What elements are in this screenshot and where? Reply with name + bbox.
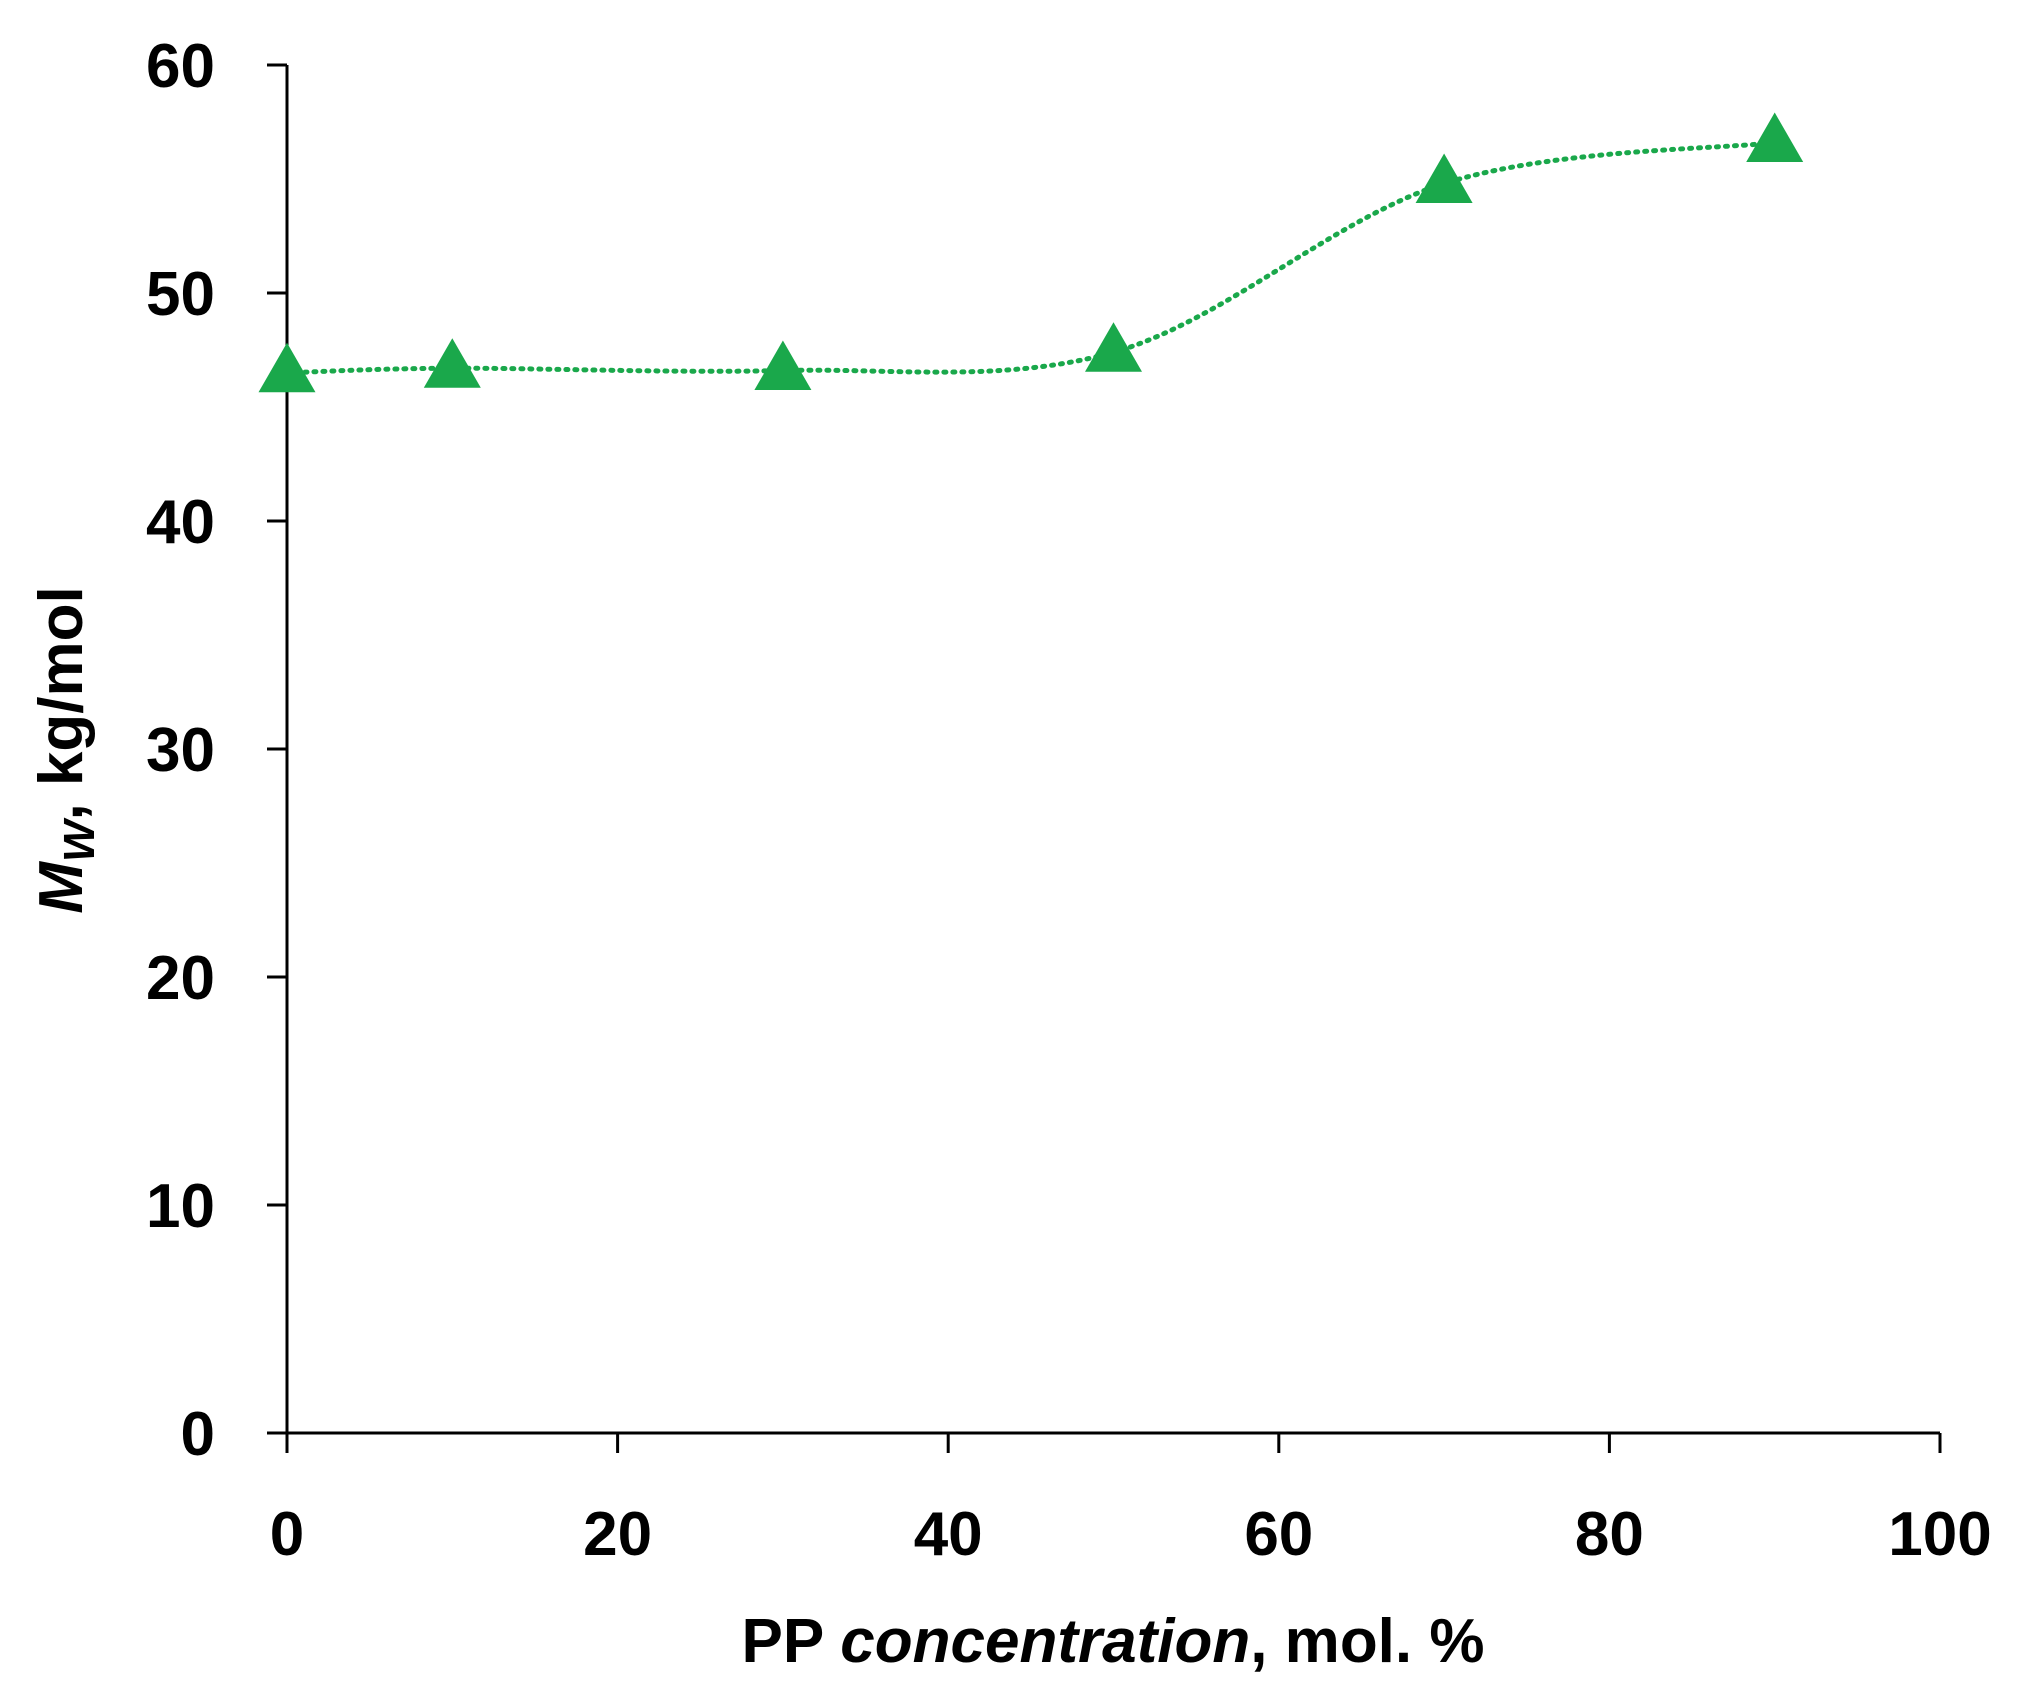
y-tick-label: 50 bbox=[146, 260, 215, 329]
x-tick-label: 40 bbox=[914, 1500, 983, 1569]
marker bbox=[1746, 112, 1804, 163]
y-label-part: W bbox=[55, 817, 104, 862]
marker bbox=[1415, 153, 1473, 204]
y-tick-label: 40 bbox=[146, 488, 215, 557]
marker bbox=[258, 342, 316, 393]
x-tick-label: 20 bbox=[583, 1500, 652, 1569]
y-label-part: , kg/mol bbox=[27, 586, 96, 820]
x-axis-label: PP concentration, mol. % bbox=[741, 1607, 1484, 1676]
y-tick-label: 60 bbox=[146, 32, 215, 101]
marker bbox=[1085, 322, 1142, 372]
y-tick-label: 20 bbox=[146, 944, 215, 1013]
x-tick-label: 100 bbox=[1888, 1500, 1991, 1569]
x-tick-label: 0 bbox=[270, 1500, 304, 1569]
y-axis-label: MW, kg/mol bbox=[27, 586, 104, 913]
marker bbox=[423, 338, 481, 388]
marker bbox=[754, 340, 812, 391]
y-tick-label: 0 bbox=[181, 1400, 215, 1469]
y-label-part: M bbox=[27, 861, 96, 914]
x-label-part: , mol. % bbox=[1250, 1607, 1484, 1676]
series-line bbox=[284, 140, 1778, 376]
x-label-part: concentration bbox=[840, 1607, 1250, 1676]
y-tick-label: 30 bbox=[146, 716, 215, 785]
x-tick-label: 60 bbox=[1244, 1500, 1313, 1569]
x-label-part: PP bbox=[741, 1607, 840, 1676]
x-tick-label: 80 bbox=[1575, 1500, 1644, 1569]
y-tick-label: 10 bbox=[146, 1172, 215, 1241]
